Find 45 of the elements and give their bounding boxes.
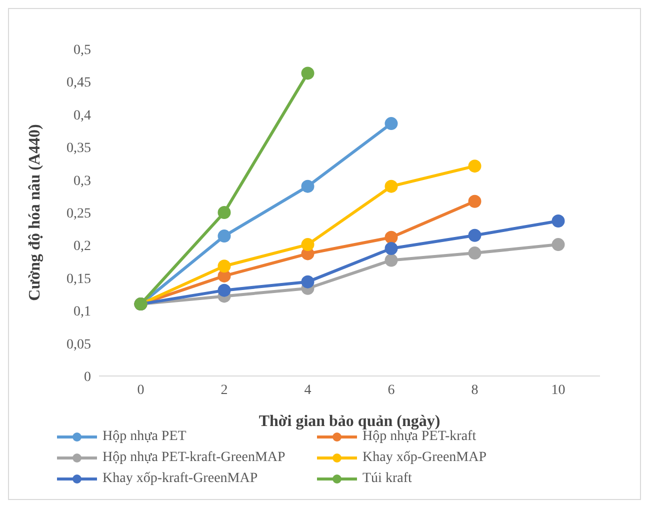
point [384,242,398,255]
legend-label: Túi kraft [362,470,412,486]
x-tick-label: 4 [304,382,312,398]
point [301,238,314,252]
point [218,284,231,297]
point [301,66,314,80]
point [301,275,314,288]
point [468,246,482,260]
point [218,269,231,282]
y-tick-label: 0,05 [66,337,91,352]
point [384,254,398,267]
point [218,260,231,273]
y-tick-label: 0,45 [66,76,91,91]
legend-label: Hộp nhựa PET [102,428,186,444]
y-tick-label: 0,5 [74,42,91,58]
y-tick-label: 0 [84,370,91,385]
x-tick-label: 8 [471,382,478,398]
legend-label: Khay xốp-GreenMAP [362,450,487,466]
y-axis-title: Cường độ hóa nâu (A440) [26,124,44,301]
x-tick-label: 0 [137,382,144,398]
point [218,230,231,243]
point [384,180,398,193]
point [552,238,565,252]
y-tick-label: 0,1 [74,304,91,320]
y-tick-label: 0,2 [74,239,91,254]
point [218,206,231,219]
y-tick-label: 0,25 [66,206,91,222]
y-tick-label: 0,35 [66,141,91,156]
y-tick-label: 0,15 [66,272,91,287]
point [384,117,398,130]
point [468,194,482,208]
point [468,228,482,242]
legend-label: Khay xốp-kraft-GreenMAP [102,470,258,486]
point [468,160,482,173]
legend-label: Hộp nhựa PET-kraft [362,428,476,444]
point [552,214,565,228]
y-tick-label: 0,4 [74,108,91,124]
point [301,180,314,193]
point [384,230,398,244]
x-tick-label: 10 [551,382,566,398]
x-tick-label: 2 [220,382,228,398]
legend-label: Hộp nhựa PET-kraft-GreenMAP [102,450,286,466]
x-tick-label: 6 [388,382,395,398]
x-axis-title: Thời gian bảo quản (ngày) [258,413,440,430]
y-tick-label: 0,3 [74,174,91,189]
